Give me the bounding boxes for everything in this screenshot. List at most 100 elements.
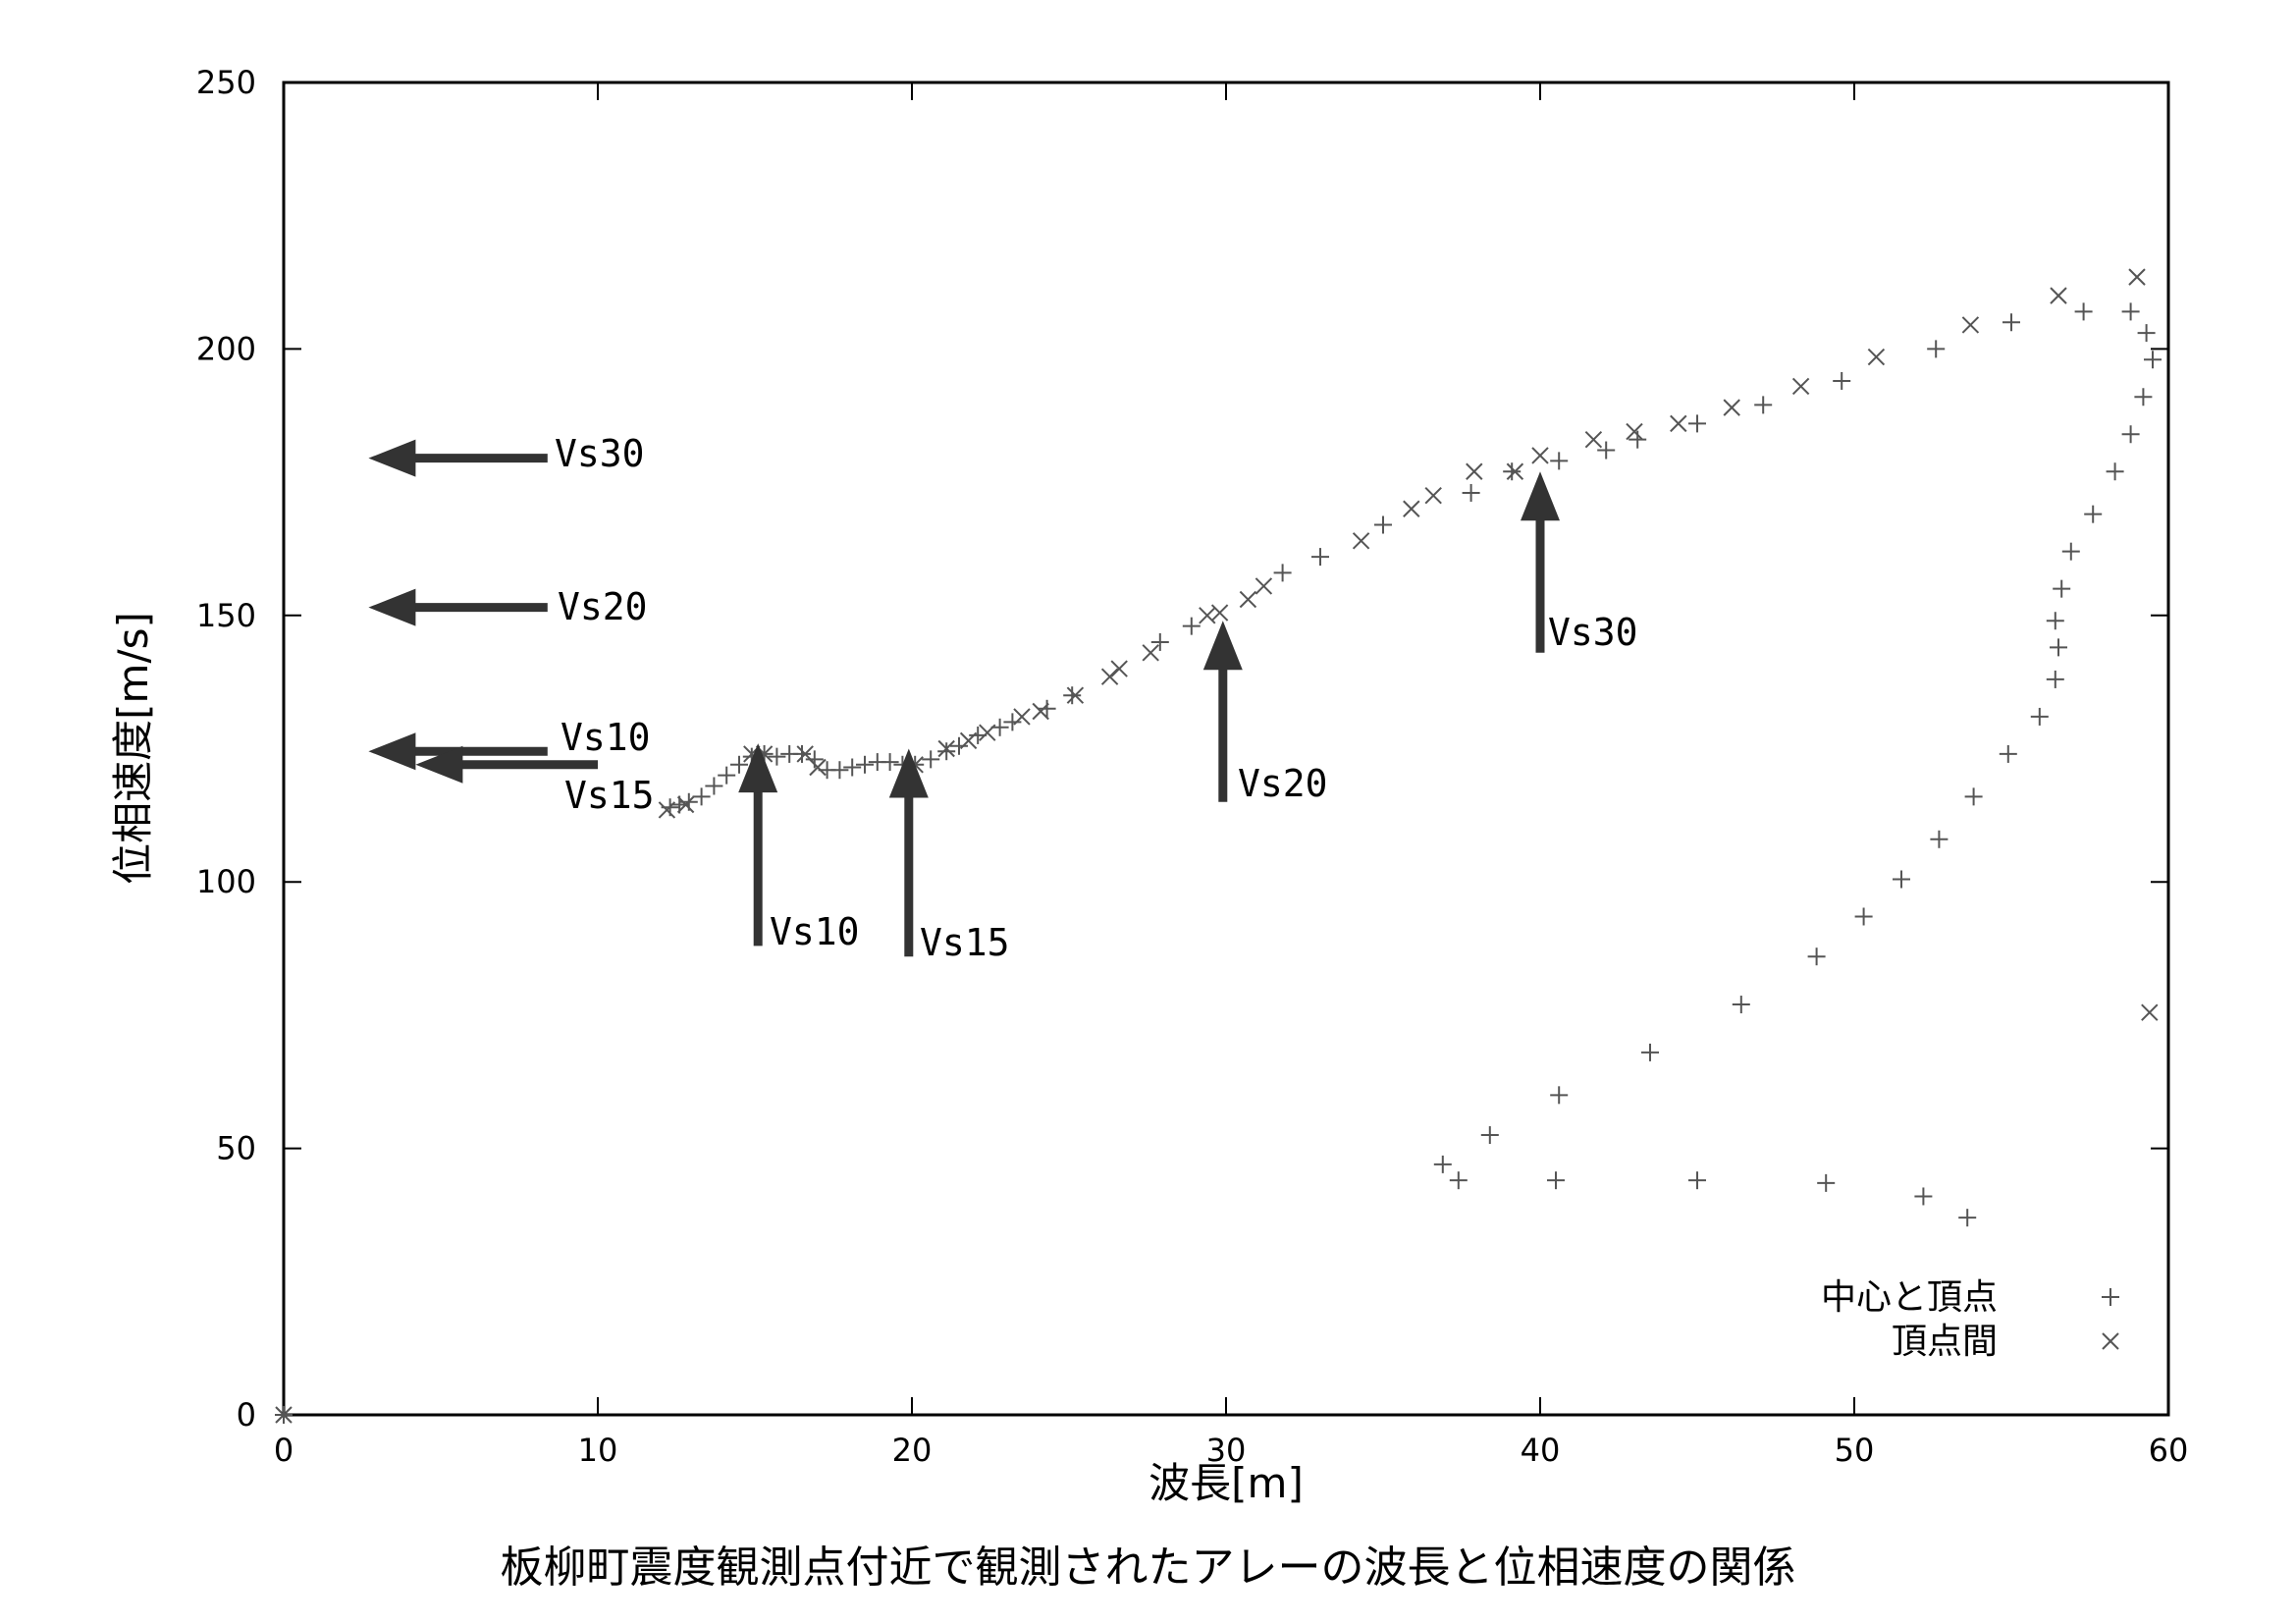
data-point-plus (730, 755, 748, 774)
data-point-plus (2030, 707, 2049, 726)
data-point-cross (1100, 668, 1119, 685)
data-point-cross (1531, 447, 1549, 464)
annotation-arrow-up (1202, 621, 1243, 802)
data-point-plus (1688, 1171, 1706, 1190)
annotation-arrow-left (368, 439, 548, 477)
data-point-plus (1641, 1043, 1659, 1061)
data-point-plus (1807, 947, 1826, 966)
data-point-cross (1013, 708, 1031, 726)
data-point-plus (2061, 542, 2080, 561)
data-point-plus (1150, 632, 1169, 651)
data-point-plus (2084, 505, 2103, 523)
data-point-cross (1626, 422, 1643, 441)
legend-marker-plus-shape (2102, 1288, 2119, 1306)
annotation-label: Vs15 (920, 921, 1010, 964)
y-tick-label: 150 (196, 597, 256, 634)
series-cross (275, 268, 2159, 1424)
data-point-cross (676, 795, 695, 814)
data-point-plus (1462, 483, 1480, 502)
data-point-plus (922, 750, 940, 769)
data-point-cross (1867, 348, 1886, 366)
data-point-plus (843, 758, 862, 777)
annotation-arrow-left (415, 745, 598, 784)
data-point-cross (979, 724, 996, 741)
data-point-cross (275, 1406, 293, 1424)
y-tick-label: 250 (196, 64, 256, 101)
data-point-plus (1547, 1171, 1565, 1190)
legend-label-center-vertex: 中心と頂点 (1821, 1277, 1998, 1318)
data-point-plus (937, 742, 956, 761)
y-tick-label: 50 (216, 1130, 256, 1167)
data-point-plus (718, 766, 736, 785)
data-point-cross (1239, 590, 1257, 609)
x-tick-label: 50 (1835, 1432, 1875, 1469)
annotation-label: Vs20 (1238, 762, 1328, 805)
data-point-plus (1597, 441, 1616, 460)
plot-area: 0 10 20 30 40 50 60 0 50 100 150 200 250 Vs30 Vs20 Vs1… (196, 64, 2188, 1469)
y-axis-label: 位相速度[m/s] (109, 612, 157, 885)
data-point-plus (1273, 564, 1292, 582)
y-tick-label: 0 (237, 1396, 256, 1434)
data-point-plus (1550, 1086, 1569, 1105)
data-point-plus (1817, 1173, 1836, 1192)
data-point-plus (793, 744, 811, 763)
data-point-plus (1893, 870, 1910, 889)
annotation-arrow-up (738, 743, 778, 947)
data-point-plus (2002, 313, 2020, 332)
legend-marker-cross-shape (2102, 1332, 2119, 1350)
data-point-plus (1854, 907, 1873, 926)
annotation-label: Vs20 (558, 585, 648, 628)
data-point-plus (1999, 744, 2017, 763)
data-point-plus (1311, 548, 1329, 567)
data-point-cross (2050, 287, 2067, 304)
data-point-plus (830, 761, 849, 780)
x-tick-label: 40 (1521, 1432, 1561, 1469)
legend-marker-cross (2102, 1332, 2119, 1350)
data-point-cross (1961, 316, 1980, 334)
data-point-plus (2121, 425, 2140, 444)
x-tick-label: 0 (274, 1432, 294, 1469)
data-point-plus (1374, 515, 1392, 534)
annotation-label: Vs30 (555, 432, 645, 475)
data-point-cross (2141, 1003, 2159, 1021)
data-point-plus (2137, 324, 2156, 343)
data-point-cross (1142, 644, 1159, 662)
data-point-cross (1255, 577, 1273, 595)
data-point-cross (1584, 430, 1603, 449)
y-tick-label: 100 (196, 863, 256, 900)
x-tick-label: 10 (578, 1432, 618, 1469)
data-point-plus (1063, 686, 1082, 705)
data-point-plus (1732, 996, 1750, 1014)
data-point-plus (1958, 1209, 1977, 1227)
data-point-plus (705, 777, 723, 795)
data-point-plus (1038, 699, 1056, 718)
data-point-plus (1449, 1171, 1468, 1190)
legend: 中心と頂点 頂点間 (1821, 1277, 2119, 1362)
annotation-label: Vs30 (1548, 611, 1638, 654)
data-point-plus (1754, 396, 1773, 414)
data-point-cross (1352, 532, 1370, 550)
data-point-cross (1403, 500, 1420, 517)
data-point-cross (1210, 604, 1229, 622)
data-point-plus (1550, 452, 1569, 470)
data-point-plus (2046, 612, 2064, 630)
data-point-cross (1110, 660, 1128, 677)
data-point-cross (1066, 686, 1085, 704)
data-point-plus (1433, 1155, 1452, 1173)
data-point-plus (2134, 388, 2153, 406)
axis-ticks: 0 10 20 30 40 50 60 0 50 100 150 200 250 (196, 64, 2188, 1469)
annotation-arrow-up (888, 748, 929, 957)
data-point-cross (937, 739, 955, 758)
data-point-cross (809, 758, 827, 777)
data-point-cross (1791, 377, 1810, 396)
data-point-cross (1506, 462, 1524, 480)
data-point-plus (1003, 713, 1022, 731)
data-point-plus (950, 736, 968, 755)
data-point-plus (768, 747, 786, 766)
data-point-plus (1480, 1126, 1499, 1145)
data-point-plus (2050, 638, 2067, 657)
figure-caption: 板柳町震度観測点付近で観測されたアレーの波長と位相速度の関係 (500, 1543, 1796, 1593)
annotation-label: Vs10 (561, 716, 651, 759)
data-point-cross (1466, 462, 1483, 480)
